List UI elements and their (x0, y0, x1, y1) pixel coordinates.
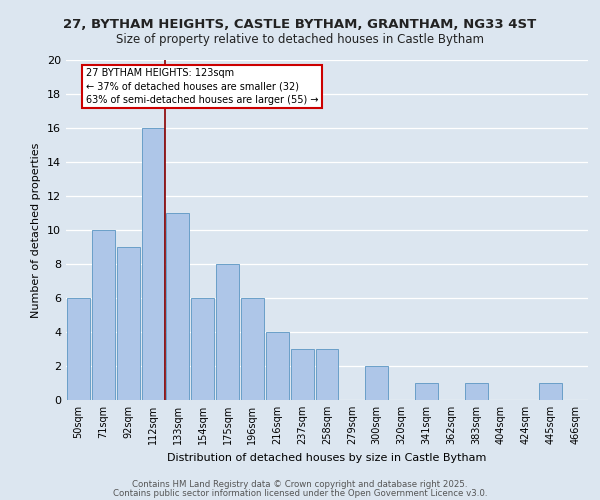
Text: Size of property relative to detached houses in Castle Bytham: Size of property relative to detached ho… (116, 32, 484, 46)
Bar (365, 366, 388, 400)
Text: Contains HM Land Registry data © Crown copyright and database right 2025.: Contains HM Land Registry data © Crown c… (132, 480, 468, 489)
Bar (291, 349, 314, 400)
Bar (465, 383, 488, 400)
Bar (241, 298, 264, 400)
Bar (117, 247, 140, 400)
Bar (166, 213, 189, 400)
Bar (415, 383, 438, 400)
Text: 27 BYTHAM HEIGHTS: 123sqm
← 37% of detached houses are smaller (32)
63% of semi-: 27 BYTHAM HEIGHTS: 123sqm ← 37% of detac… (86, 68, 319, 105)
Bar (266, 332, 289, 400)
Y-axis label: Number of detached properties: Number of detached properties (31, 142, 41, 318)
Text: Contains public sector information licensed under the Open Government Licence v3: Contains public sector information licen… (113, 488, 487, 498)
Bar (216, 264, 239, 400)
Bar (191, 298, 214, 400)
Bar (142, 128, 164, 400)
Bar (316, 349, 338, 400)
X-axis label: Distribution of detached houses by size in Castle Bytham: Distribution of detached houses by size … (167, 452, 487, 462)
Text: 27, BYTHAM HEIGHTS, CASTLE BYTHAM, GRANTHAM, NG33 4ST: 27, BYTHAM HEIGHTS, CASTLE BYTHAM, GRANT… (64, 18, 536, 30)
Bar (67, 298, 90, 400)
Bar (92, 230, 115, 400)
Bar (539, 383, 562, 400)
